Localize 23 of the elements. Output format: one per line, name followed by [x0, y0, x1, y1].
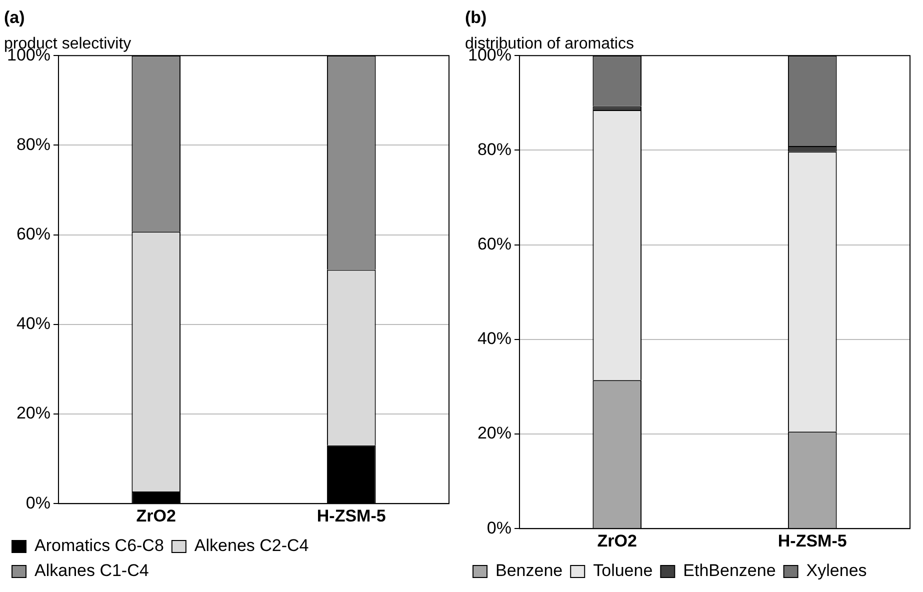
y-tick-label: 80% [16, 134, 50, 154]
chart-title: (a) [4, 8, 25, 27]
chart-title: (b) [465, 8, 487, 27]
legend-label: Alkenes C2-C4 [194, 536, 309, 556]
y-tick-label: 60% [16, 224, 50, 244]
legend-label: Toluene [593, 561, 653, 580]
x-tick-label: ZrO2 [597, 531, 637, 550]
x-tick-label: ZrO2 [136, 506, 176, 526]
legend-label: Xylenes [806, 561, 867, 580]
legend-label: Benzene [496, 561, 563, 580]
legend-label: Aromatics C6-C8 [34, 536, 164, 556]
legend-label: EthBenzene [683, 561, 776, 580]
legend-label: Alkanes C1-C4 [34, 561, 149, 580]
y-tick-label: 40% [477, 329, 512, 348]
x-tick-label: H-ZSM-5 [316, 506, 386, 526]
y-tick-label: 80% [477, 140, 512, 159]
y-tick-label: 20% [16, 404, 50, 423]
y-tick-label: 0% [486, 518, 512, 538]
y-tick-label: 40% [16, 314, 50, 334]
y-tick-label: 60% [477, 234, 512, 254]
x-tick-label: H-ZSM-5 [778, 531, 847, 550]
y-tick-label: 0% [26, 493, 50, 512]
y-tick-label: 20% [477, 424, 512, 443]
